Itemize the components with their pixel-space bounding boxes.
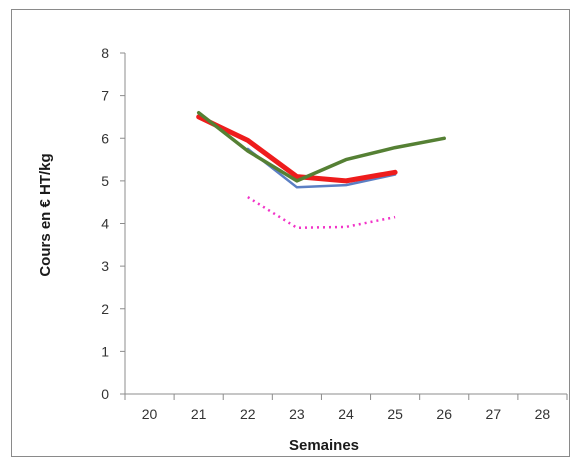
series-line-3 [196,110,446,183]
x-axis-title: Semaines [289,437,359,454]
y-tick-label: 0 [101,386,109,402]
y-tick-label: 5 [101,173,109,189]
y-tick-label: 6 [101,130,109,146]
y-tick-label: 7 [101,88,109,104]
x-tick-label: 26 [436,406,452,422]
x-axis: 20 21 22 23 24 25 26 27 28 [124,393,568,422]
y-tick-label: 1 [101,343,109,359]
x-tick-label: 22 [240,406,256,422]
x-tick-label: 20 [142,406,158,422]
y-tick-label: 4 [101,216,109,232]
series-lines [196,110,446,230]
y-tick-label: 2 [101,301,109,317]
x-tick-label: 27 [486,406,502,422]
y-axis: 0 1 2 3 4 5 6 7 8 [101,45,126,402]
y-axis-title: Cours en € HT/kg [37,153,54,276]
series-line-1 [246,147,397,189]
chart-frame [11,9,570,457]
x-tick-label: 28 [535,406,551,422]
x-tick-label: 21 [191,406,207,422]
x-tick-label: 23 [289,406,305,422]
y-tick-label: 8 [101,45,109,61]
y-tick-label: 3 [101,258,109,274]
x-tick-label: 24 [338,406,354,422]
series-line-2 [196,114,398,184]
x-tick-label: 25 [387,406,403,422]
series-line-4 [247,196,396,230]
